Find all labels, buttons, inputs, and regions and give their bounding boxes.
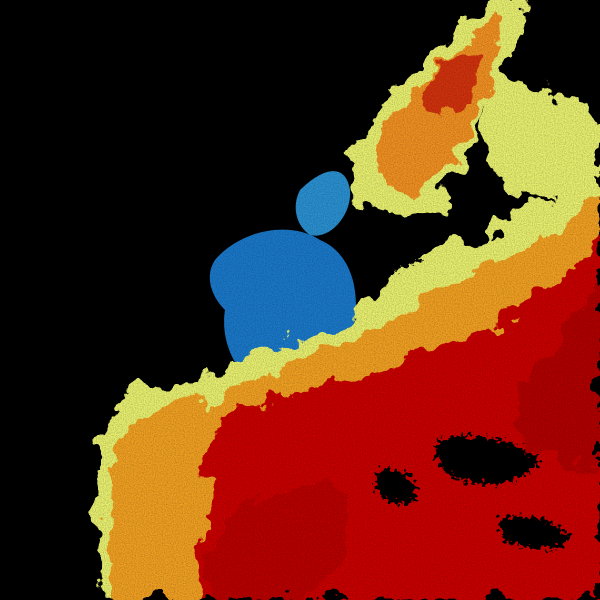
radar-image — [0, 0, 600, 600]
texture-grain — [0, 0, 600, 600]
